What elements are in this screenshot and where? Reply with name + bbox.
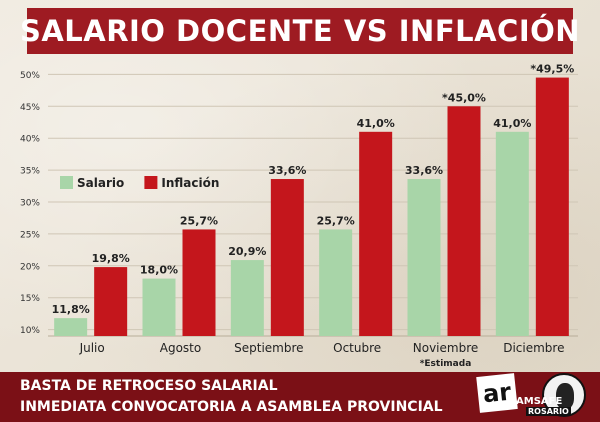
footer-line-1: BASTA DE RETROCESO SALARIAL bbox=[20, 378, 278, 394]
data-label: *45,0% bbox=[442, 91, 486, 104]
title-banner: SALARIO DOCENTE VS INFLACIÓN bbox=[20, 8, 580, 54]
bar-salario bbox=[407, 179, 441, 336]
bar-salario bbox=[54, 318, 88, 336]
y-tick-label: 35% bbox=[20, 167, 40, 177]
data-label: 20,9% bbox=[228, 245, 266, 258]
data-label: *49,5% bbox=[530, 63, 574, 76]
legend-label-salario: Salario bbox=[77, 176, 124, 190]
logo-ar-mark: ar bbox=[476, 373, 518, 413]
bar-inflacion bbox=[535, 77, 569, 337]
bar-inflacion bbox=[182, 229, 216, 336]
data-label: 18,0% bbox=[140, 264, 178, 277]
data-label: 33,6% bbox=[268, 164, 306, 177]
bar-salario bbox=[142, 278, 176, 336]
y-tick-label: 20% bbox=[20, 262, 40, 272]
data-label: 19,8% bbox=[92, 252, 130, 265]
y-tick-label: 25% bbox=[20, 230, 40, 240]
data-label: 25,7% bbox=[180, 214, 218, 227]
data-label: 41,0% bbox=[493, 117, 531, 130]
data-label: 41,0% bbox=[357, 117, 395, 130]
bar-chart: 10% 15% 20% 25% 30% 35% 40% 45% 50% 11,8% 19,8% Jul… bbox=[20, 63, 578, 369]
data-label: 25,7% bbox=[317, 214, 355, 227]
bar-inflacion bbox=[270, 179, 304, 336]
logo-city: ROSARIO bbox=[526, 407, 571, 416]
legend-swatch-inflacion bbox=[144, 176, 158, 189]
x-tick-label: Diciembre bbox=[503, 341, 564, 355]
y-tick-label: 10% bbox=[20, 326, 40, 336]
x-tick-label: Julio bbox=[79, 341, 105, 355]
y-tick-label: 15% bbox=[20, 294, 40, 304]
bar-salario bbox=[319, 229, 353, 336]
data-label: 33,6% bbox=[405, 164, 443, 177]
bar-salario bbox=[230, 260, 264, 336]
bar-salario bbox=[495, 131, 529, 336]
footer-line-2: INMEDIATA CONVOCATORIA A ASAMBLEA PROVIN… bbox=[20, 399, 443, 415]
y-tick-label: 30% bbox=[20, 199, 40, 209]
face-silhouette-icon bbox=[556, 383, 574, 409]
legend-swatch-salario bbox=[60, 176, 73, 189]
bar-inflacion bbox=[94, 267, 128, 336]
x-tick-label: Septiembre bbox=[234, 341, 303, 355]
amsafe-logo: ar AMSAFE ROSARIO bbox=[476, 373, 596, 421]
bar-inflacion bbox=[359, 131, 393, 336]
y-tick-label: 45% bbox=[20, 103, 40, 113]
chart-title: SALARIO DOCENTE VS INFLACIÓN bbox=[19, 14, 581, 48]
bar-inflacion bbox=[447, 106, 481, 337]
x-tick-label: Agosto bbox=[160, 341, 201, 355]
data-label: 11,8% bbox=[52, 303, 90, 316]
y-tick-label: 40% bbox=[20, 135, 40, 145]
y-tick-label: 50% bbox=[20, 71, 40, 81]
footnote: *Estimada bbox=[420, 359, 472, 369]
x-tick-label: Noviembre bbox=[413, 341, 479, 355]
x-tick-label: Octubre bbox=[333, 341, 381, 355]
legend-label-inflacion: Inflación bbox=[161, 176, 219, 190]
logo-name: AMSAFE bbox=[516, 396, 563, 407]
